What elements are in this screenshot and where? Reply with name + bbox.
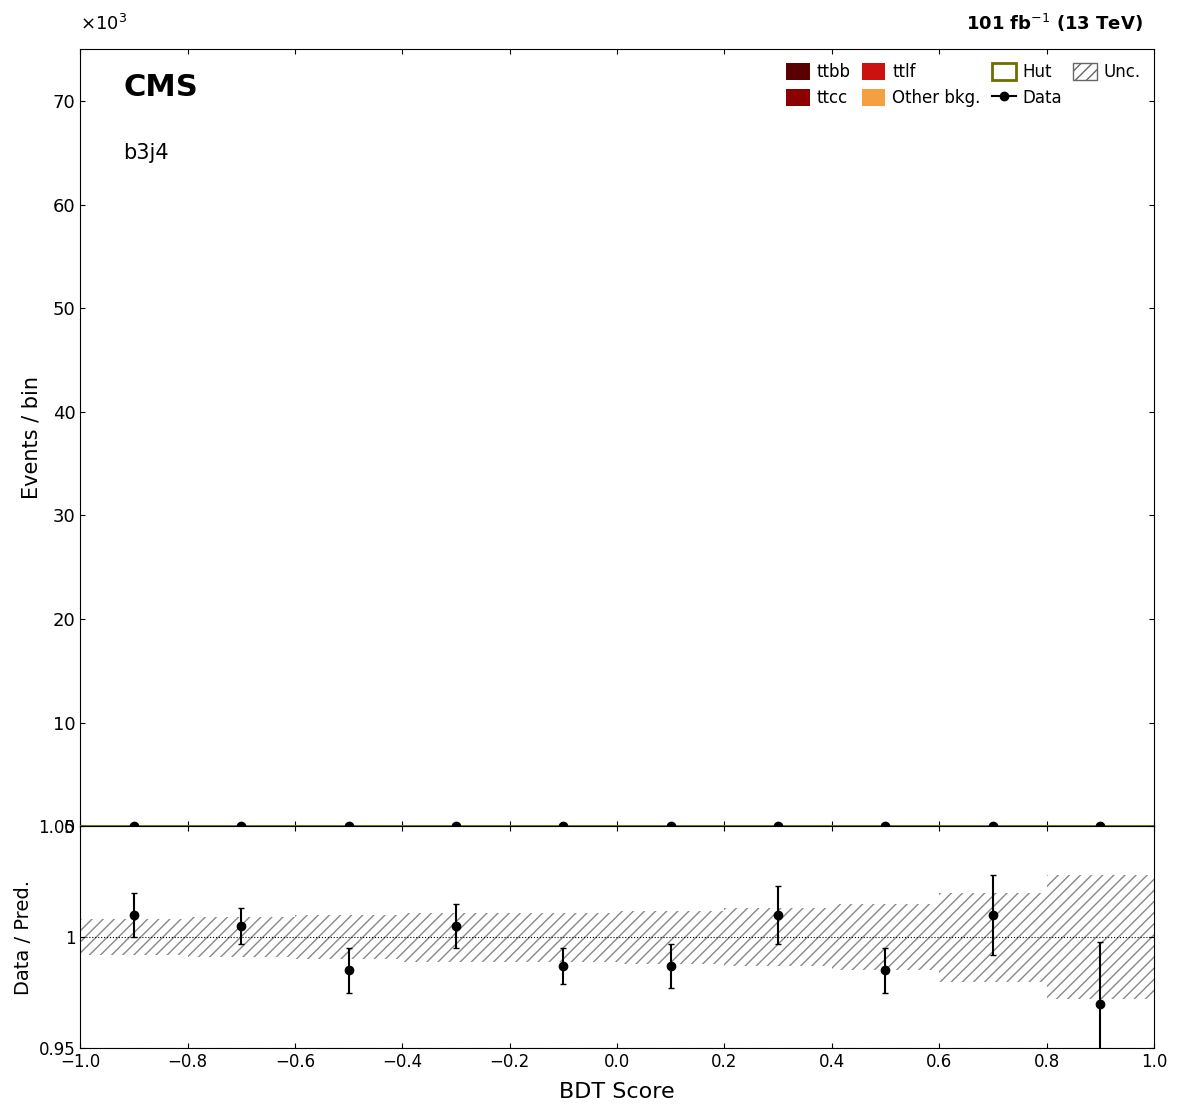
Y-axis label: Events / bin: Events / bin <box>21 376 41 499</box>
Text: 101 fb$^{-1}$ (13 TeV): 101 fb$^{-1}$ (13 TeV) <box>966 12 1143 33</box>
X-axis label: BDT Score: BDT Score <box>560 1083 674 1103</box>
Y-axis label: Data / Pred.: Data / Pred. <box>14 879 33 994</box>
Legend: ttbb, ttcc, ttlf, Other bkg., Hut, Data, Unc.: ttbb, ttcc, ttlf, Other bkg., Hut, Data,… <box>782 58 1146 113</box>
Text: CMS: CMS <box>123 73 198 102</box>
Text: $\times 10^{3}$: $\times 10^{3}$ <box>80 13 128 33</box>
Text: b3j4: b3j4 <box>123 143 169 163</box>
